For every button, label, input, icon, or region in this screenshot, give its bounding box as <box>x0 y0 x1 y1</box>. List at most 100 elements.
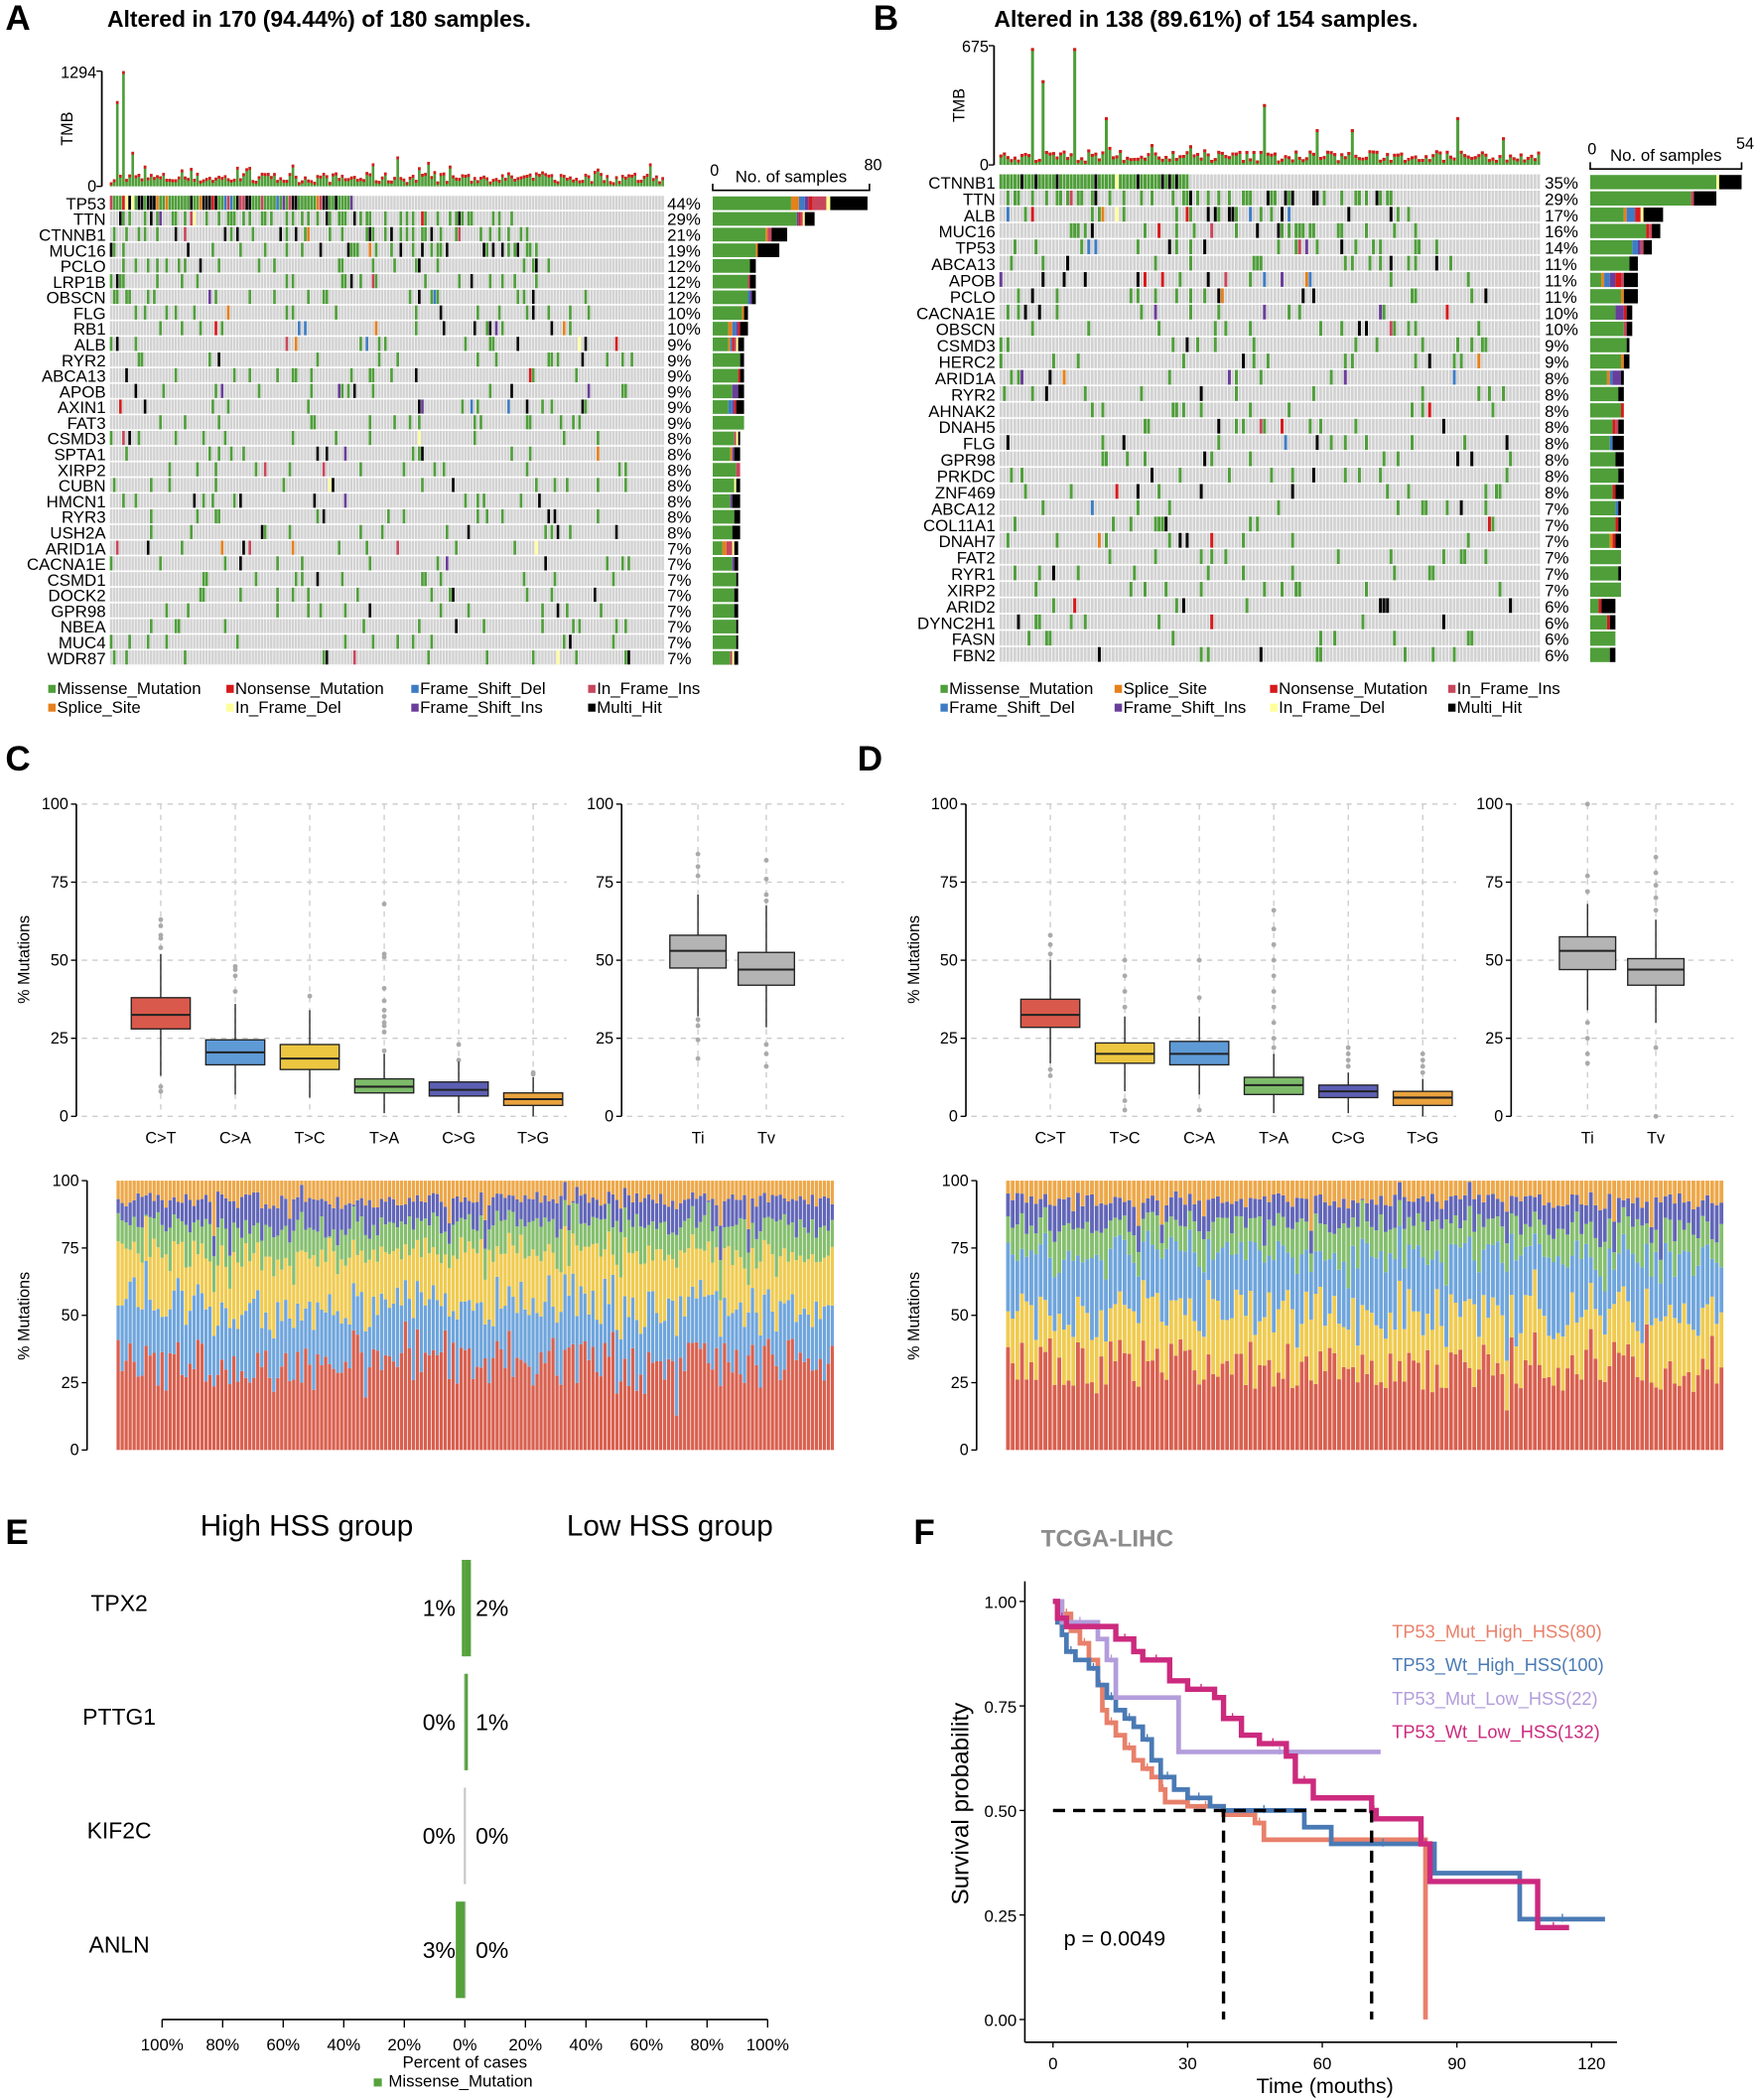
tmb-bar-segment <box>1147 153 1150 157</box>
mutation-cell <box>232 493 236 508</box>
tmb-bar <box>418 167 421 187</box>
mutation-cell <box>1505 468 1509 483</box>
mutation-cell <box>488 383 492 398</box>
stacked-bar-segment <box>423 1181 428 1202</box>
stacked-bar-segment <box>491 1326 495 1358</box>
mutation-cell <box>115 274 119 289</box>
gene-label: APOB <box>949 271 996 290</box>
mutation-cell <box>1304 239 1308 255</box>
stacked-bar-segment <box>727 1361 731 1451</box>
tmb-bar-segment <box>606 175 609 179</box>
mutation-cell <box>1188 288 1192 304</box>
stacked-bar-segment <box>830 1219 835 1247</box>
sample-count-bar-segment <box>1643 239 1653 255</box>
stacked-bar-segment <box>439 1306 444 1352</box>
stacked-bar-segment <box>1178 1181 1183 1198</box>
stacked-bar-segment <box>746 1181 750 1229</box>
mutation-cell <box>118 274 122 289</box>
stacked-bar-segment <box>746 1252 750 1286</box>
mutation-cell <box>359 210 362 226</box>
stacked-bar-segment <box>227 1181 232 1202</box>
tmb-bar <box>1477 154 1481 166</box>
tmb-bar-segment <box>196 172 200 176</box>
y-tick-label: 75 <box>596 874 613 892</box>
tmb-bar <box>559 174 563 187</box>
mutation-cell <box>476 493 479 508</box>
stacked-bar-segment <box>571 1202 575 1234</box>
stacked-bar-segment <box>276 1181 280 1209</box>
stacked-bar-segment <box>1337 1324 1341 1380</box>
stacked-bar-segment <box>571 1343 575 1451</box>
gene-percent: 7% <box>667 649 691 668</box>
mutation-cell <box>329 226 332 241</box>
mutation-cell <box>1167 532 1171 548</box>
stacked-bar-segment <box>499 1253 503 1310</box>
stacked-bar-segment <box>1398 1182 1402 1200</box>
stacked-bar-segment <box>1654 1229 1659 1252</box>
stacked-bar-segment <box>1462 1301 1467 1362</box>
mutation-cell <box>202 493 205 508</box>
mutation-cell <box>1431 646 1435 662</box>
stacked-bar-segment <box>499 1309 503 1349</box>
stacked-bar-segment <box>375 1261 379 1316</box>
mutation-cell <box>1277 239 1281 255</box>
stacked-bar-segment <box>1569 1221 1574 1256</box>
sample-count-bar-segment <box>1589 208 1624 222</box>
percent-low: 2% <box>475 1596 508 1621</box>
stacked-bar-segment <box>782 1369 786 1451</box>
stacked-bar-segment <box>479 1191 483 1216</box>
tmb-bar <box>485 177 488 187</box>
mutation-cell <box>109 274 113 289</box>
tmb-bar <box>1174 158 1178 166</box>
tmb-bar-segment <box>134 175 138 179</box>
mutation-cell <box>190 210 194 226</box>
stacked-bar-segment <box>1150 1195 1155 1212</box>
stacked-bar-segment <box>614 1199 619 1221</box>
sample-count-bar-segment <box>1646 223 1650 238</box>
mutation-cell <box>1055 174 1059 190</box>
stacked-bar-segment <box>551 1307 555 1338</box>
stacked-bar-segment <box>1225 1241 1230 1321</box>
mutation-cell <box>1217 207 1221 222</box>
tmb-bar <box>449 165 452 187</box>
tmb-bar-segment <box>405 182 409 186</box>
tmb-bar-segment <box>1382 157 1386 161</box>
stacked-bar-segment <box>551 1252 555 1308</box>
stacked-bar-segment <box>723 1248 727 1299</box>
mutation-cell <box>399 210 403 226</box>
stacked-bar-segment <box>1159 1322 1164 1373</box>
stacked-bar-segment <box>164 1181 168 1208</box>
stacked-bar-segment <box>1444 1181 1448 1201</box>
stacked-bar-segment <box>1127 1308 1132 1354</box>
stacked-bar-segment <box>1412 1248 1417 1312</box>
sample-count-bar-segment <box>1626 338 1630 352</box>
stacked-bar-segment <box>1519 1255 1524 1333</box>
stacked-bar-segment <box>1061 1384 1066 1451</box>
tmb-bar-segment <box>131 151 135 155</box>
stacked-bar-segment <box>339 1323 343 1373</box>
mutation-cell <box>196 508 200 524</box>
tmb-bar <box>282 180 286 187</box>
stacked-bar-segment <box>1141 1202 1146 1219</box>
stacked-bar-segment <box>472 1378 475 1451</box>
stacked-bar-segment <box>391 1181 396 1199</box>
stacked-bar-segment <box>391 1361 396 1451</box>
stacked-bar-segment <box>707 1363 711 1451</box>
stacked-bar-segment <box>743 1181 746 1195</box>
tmb-bar <box>1087 149 1091 166</box>
mutation-cell <box>1044 190 1048 206</box>
x-axis-title: Time (mouths) <box>1257 2073 1394 2098</box>
mutation-cell <box>1112 516 1116 532</box>
stacked-bar-segment <box>1691 1181 1695 1210</box>
mutation-cell <box>455 619 458 633</box>
stacked-bar-segment <box>1033 1379 1038 1451</box>
tmb-bar <box>1199 157 1203 166</box>
stacked-bar-segment <box>1659 1201 1664 1260</box>
sample-count-bar-segment <box>1618 517 1622 532</box>
stacked-bar-segment <box>1253 1217 1258 1243</box>
gene-percent: 29% <box>1545 190 1578 209</box>
stacked-bar-segment <box>339 1181 343 1209</box>
mutation-cell <box>301 210 304 226</box>
mutation-cell <box>1224 549 1228 565</box>
stacked-bar-segment <box>1505 1181 1509 1212</box>
